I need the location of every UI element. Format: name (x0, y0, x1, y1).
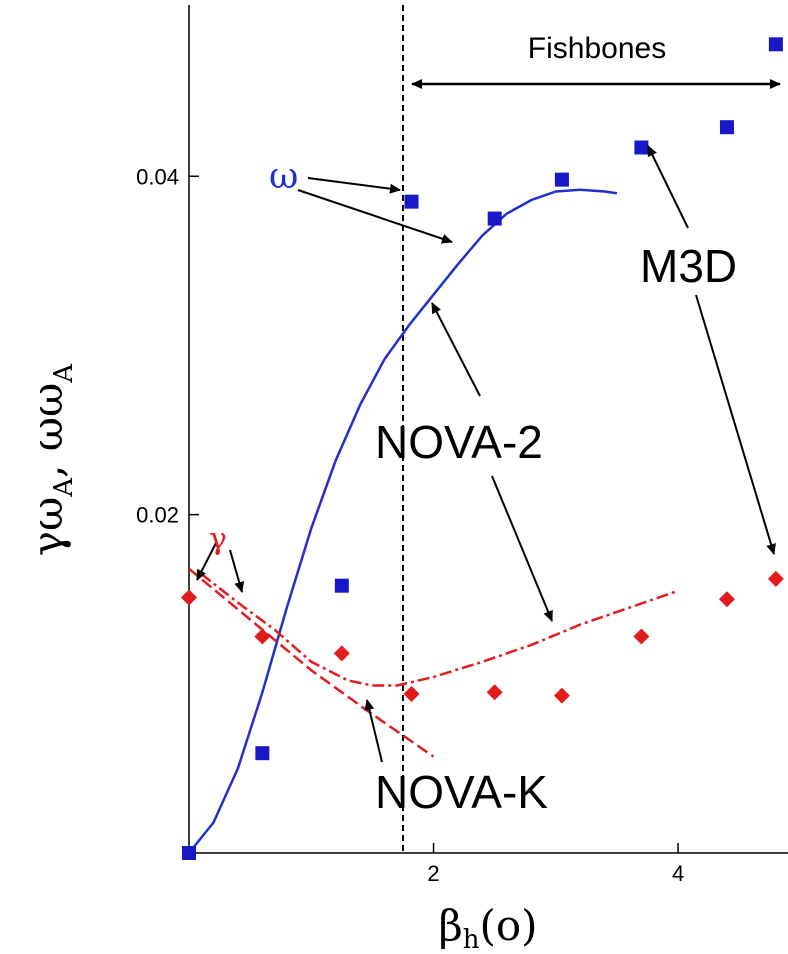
y-axis-title-sub-1: A (49, 477, 79, 498)
m3d-arrow-to-gamma (695, 294, 776, 555)
omega-arrow-to-nova2 (297, 189, 453, 244)
m3d-label: M3D (640, 240, 737, 292)
gamma-arrow-left (196, 542, 217, 581)
x-tick-label: 2 (427, 861, 439, 886)
m3d-omega-point (182, 846, 196, 860)
novak-label: NOVA-K (375, 766, 548, 818)
m3d-gamma-point (333, 645, 350, 662)
m3d-gamma-point (718, 591, 735, 608)
m3d-omega-point (487, 211, 502, 226)
gamma-arrow-right (229, 549, 245, 593)
svg-text:γωA, ωωA: γωA, ωωA (23, 363, 79, 556)
nova2-label: NOVA-2 (375, 416, 543, 468)
y-axis-title-part-2: , ωω (23, 383, 72, 478)
m3d-gamma-point (181, 589, 197, 606)
m3d-arrow-to-omega (647, 145, 689, 229)
m3d-omega-point (404, 194, 419, 209)
y-tick-label: 0.04 (136, 164, 179, 189)
m3d-omega-point (334, 578, 349, 593)
m3d-omega-point (634, 140, 649, 155)
m3d-gamma-point (553, 687, 570, 704)
curves (188, 188, 679, 854)
m3d-omega-point (768, 37, 783, 52)
m3d-gamma-point (403, 685, 420, 702)
annotation-arrows (196, 145, 776, 763)
m3d-gamma-point (767, 570, 784, 587)
omega-arrow-to-m3d (307, 177, 401, 194)
nova-2-omega-curve (188, 188, 618, 854)
m3d-gamma-point (254, 628, 271, 645)
nova2-arrow-to-gamma (491, 475, 553, 622)
markers (181, 37, 784, 860)
x-axis-title-main: β (438, 901, 462, 950)
y-axis-title-sub-2: A (49, 363, 79, 384)
x-tick-label: 4 (672, 861, 684, 886)
x-axis-title: βh(o) (438, 901, 537, 954)
m3d-omega-point (719, 120, 734, 135)
nova-k-gamma-curve (188, 567, 435, 758)
m3d-omega-point (255, 746, 270, 761)
novak-arrow (364, 699, 383, 763)
nova2-arrow-to-omega (431, 302, 481, 397)
m3d-gamma-point (486, 684, 503, 701)
gamma-symbol: γ (209, 522, 227, 557)
m3d-omega-point (554, 172, 569, 187)
axis-ticks: 2 4 0.02 0.04 (136, 164, 684, 886)
fishbones-label: Fishbones (528, 32, 666, 65)
m3d-gamma-point (633, 628, 650, 645)
y-axis-title: γωA, ωωA (23, 363, 79, 556)
omega-symbol: ω (269, 156, 298, 197)
nova-2-gamma-curve (200, 572, 679, 687)
y-axis-title-part-1: γω (23, 497, 72, 556)
y-tick-label: 0.02 (136, 503, 179, 528)
x-axis-title-sub: h (463, 925, 480, 954)
x-axis-title-suffix: (o) (479, 901, 537, 950)
